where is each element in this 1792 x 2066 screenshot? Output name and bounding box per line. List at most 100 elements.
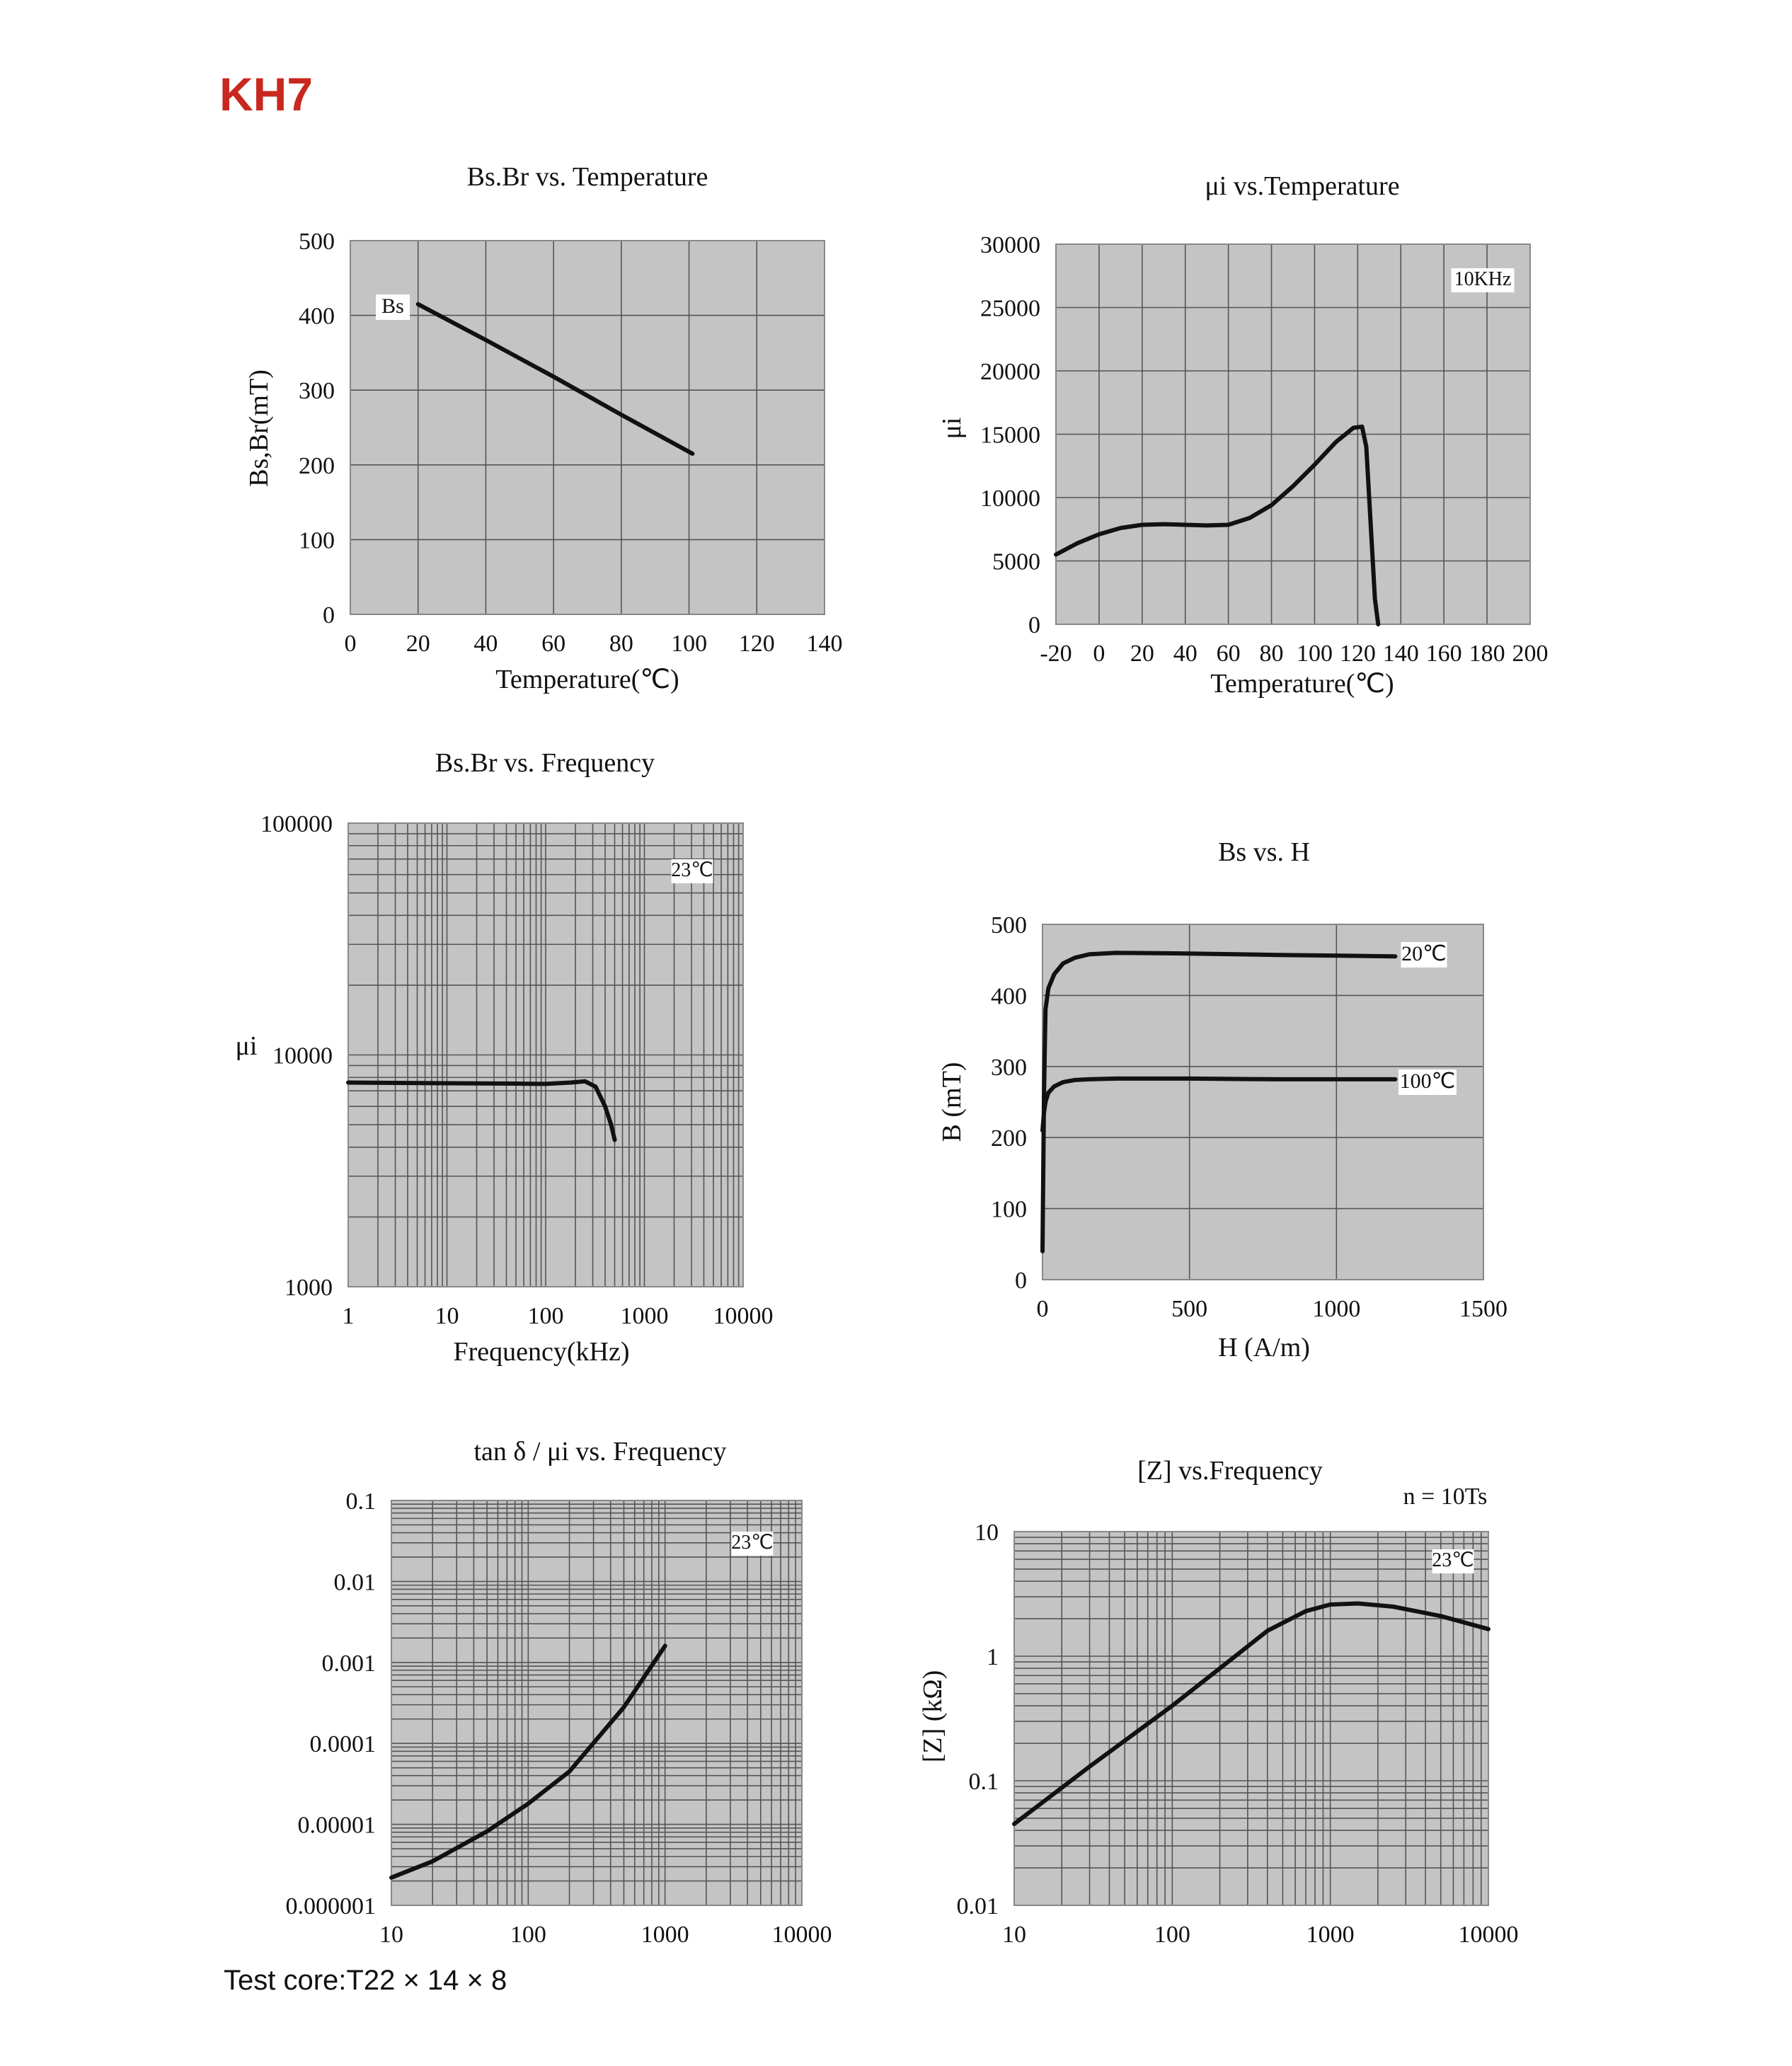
- y-tick-label: 10000: [980, 486, 1040, 512]
- plot-area: [391, 1500, 802, 1905]
- y-tick-label: 0.000001: [286, 1893, 377, 1919]
- x-tick-label: 10: [1002, 1922, 1026, 1948]
- y-tick-label: 0.01: [334, 1569, 377, 1595]
- y-tick-label: 15000: [980, 423, 1040, 449]
- test-core-label: Test core:T22 × 14 × 8: [224, 1965, 507, 1996]
- x-axis-label: H (A/m): [1218, 1333, 1310, 1362]
- x-tick-label: -20: [1040, 641, 1072, 667]
- plot-frame: [391, 1500, 803, 1906]
- y-axis-label: μi: [937, 418, 967, 440]
- x-tick-label: 1: [343, 1303, 355, 1329]
- plot-area: [1043, 924, 1483, 1280]
- chart-title: tan δ / μi vs. Frequency: [474, 1437, 727, 1467]
- y-axis-label: μi: [236, 1031, 258, 1061]
- plot-frame: [1055, 243, 1531, 625]
- chart-ui-temp: -20 0 20 40 60 80 100 120 140 160 180 2000500010000…: [937, 171, 1549, 699]
- x-axis-label: Frequency(kHz): [453, 1337, 629, 1367]
- chart-ui-freq: 1 10 100 1000 10000 1000 10000 100000 Bs.Br vs. …: [236, 748, 774, 1367]
- y-tick-label: 0.1: [969, 1769, 999, 1795]
- x-tick-label: 160: [1426, 641, 1462, 667]
- x-tick-label: 20: [1130, 641, 1154, 667]
- chart-annotation: 23℃: [731, 1532, 773, 1554]
- x-tick-label: 60: [1217, 641, 1241, 667]
- series-label-box: [1401, 942, 1447, 968]
- x-tick-label: 0: [1093, 641, 1105, 667]
- y-tick-label: 20000: [980, 359, 1040, 385]
- y-tick-label: 400: [299, 304, 335, 330]
- x-tick-label: 1000: [1306, 1922, 1355, 1948]
- x-tick-label: 40: [1173, 641, 1197, 667]
- y-tick-label: 1: [987, 1644, 999, 1670]
- y-axis-label: [Z] (kΩ): [918, 1670, 948, 1763]
- x-tick-label: 60: [541, 631, 565, 657]
- series-label: Bs: [381, 294, 404, 318]
- grid: [391, 1500, 803, 1906]
- y-tick-label: 5000: [992, 549, 1040, 575]
- y-tick-label: 100: [299, 527, 335, 553]
- x-tick-label: 1000: [641, 1922, 689, 1948]
- series-label-box: [1398, 1069, 1457, 1095]
- chart-title: Bs.Br vs. Frequency: [435, 748, 655, 778]
- x-tick-label: 0: [1037, 1296, 1049, 1322]
- series-label: 100℃: [1400, 1069, 1456, 1093]
- x-axis-label: Temperature(℃): [495, 665, 679, 694]
- y-tick-label: 0.0001: [310, 1731, 377, 1757]
- x-tick-label: 10000: [772, 1922, 832, 1948]
- x-tick-label: 10000: [713, 1303, 774, 1329]
- chart-title: Bs.Br vs. Temperature: [467, 162, 708, 192]
- y-tick-label: 200: [299, 453, 335, 479]
- x-tick-label: 1000: [621, 1303, 669, 1329]
- y-tick-label: 100000: [260, 811, 333, 837]
- x-tick-label: 180: [1469, 641, 1505, 667]
- y-tick-label: 500: [299, 229, 335, 255]
- x-tick-label: 140: [1383, 641, 1419, 667]
- plot-frame: [350, 240, 825, 615]
- series-line: [389, 1643, 667, 1880]
- x-tick-label: 1500: [1459, 1296, 1507, 1322]
- y-tick-label: 0: [1015, 1268, 1027, 1294]
- x-tick-label: 100: [671, 631, 707, 657]
- x-tick-label: 100: [510, 1922, 546, 1948]
- y-tick-label: 400: [991, 983, 1027, 1009]
- chart-bs-br-temp: 0 20 40 60 80 100 120 140 0 100 200 300 400 500 Bs.Br …: [244, 162, 843, 694]
- annotation-box: [731, 1532, 774, 1556]
- y-tick-label: 10000: [272, 1043, 333, 1069]
- x-axis-label: Temperature(℃): [1210, 669, 1394, 699]
- y-axis-label: B (mT): [937, 1062, 967, 1142]
- x-tick-label: 120: [1340, 641, 1376, 667]
- series-label-box: [376, 294, 410, 320]
- y-tick-label: 200: [991, 1125, 1027, 1152]
- series-line: [1054, 424, 1381, 626]
- series-label: 20℃: [1401, 942, 1447, 965]
- chart-tan-freq: 10 100 1000 10000 0.000001 0.00001 0.0001 0.001…: [286, 1437, 832, 1948]
- series-line: [1012, 1601, 1491, 1826]
- x-tick-label: 10000: [1459, 1922, 1519, 1948]
- y-tick-label: 10: [975, 1520, 999, 1546]
- y-tick-label: 300: [299, 378, 335, 404]
- plot-frame: [348, 822, 744, 1287]
- series-line-Bs: [415, 302, 695, 456]
- plot-area: [1014, 1532, 1488, 1905]
- chart-annotation: 10KHz: [1454, 268, 1512, 290]
- y-tick-label: 0.1: [346, 1488, 377, 1515]
- annotation-box: [1451, 268, 1515, 292]
- annotation-box: [671, 859, 713, 883]
- y-tick-label: 30000: [980, 232, 1040, 258]
- x-tick-label: 80: [1260, 641, 1284, 667]
- chart-title: μi vs.Temperature: [1205, 171, 1399, 201]
- x-tick-label: 200: [1512, 641, 1549, 667]
- x-tick-label: 100: [528, 1303, 564, 1329]
- y-tick-label: 100: [991, 1197, 1027, 1223]
- page-title: KH7: [219, 68, 314, 120]
- series-line-20℃: [1040, 951, 1398, 1253]
- chart-annotation: 23℃: [671, 859, 713, 881]
- x-tick-label: 10: [435, 1303, 459, 1329]
- series-line-100℃: [1040, 1076, 1398, 1133]
- x-tick-label: 500: [1171, 1296, 1207, 1322]
- x-tick-label: 0: [345, 631, 357, 657]
- y-tick-label: 0.00001: [298, 1813, 377, 1839]
- x-tick-label: 100: [1297, 641, 1333, 667]
- x-tick-label: 10: [379, 1922, 403, 1948]
- y-tick-label: 25000: [980, 296, 1040, 322]
- plot-area: [350, 241, 825, 614]
